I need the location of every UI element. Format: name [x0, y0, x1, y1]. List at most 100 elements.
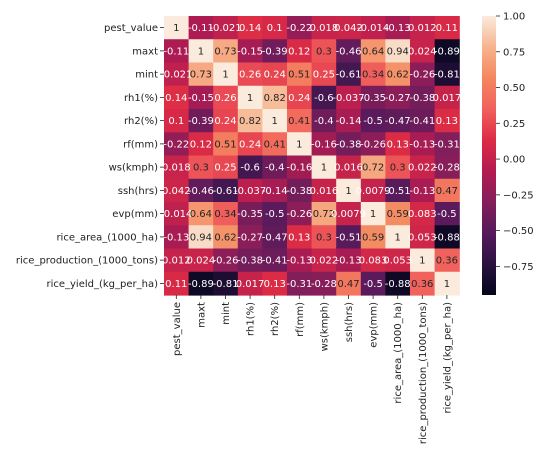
cell-annotation: 1: [370, 209, 376, 220]
cell-annotation: 0.11: [436, 23, 458, 34]
heatmap-cell: [336, 16, 362, 40]
cell-annotation: -0.38: [336, 139, 362, 150]
cell-annotation: -0.28: [434, 163, 460, 174]
heatmap-cell: [188, 155, 214, 180]
heatmap-cell: [311, 16, 337, 40]
cell-annotation: -0.35: [237, 209, 263, 220]
heatmap-cell: [287, 271, 313, 296]
heatmap-cell: [434, 155, 460, 180]
heatmap-cell: [237, 248, 263, 273]
heatmap-cell: [188, 132, 214, 157]
heatmap-cell: [385, 178, 411, 203]
heatmap-cell: [360, 109, 386, 133]
cell-annotation: -0.51: [336, 232, 362, 243]
cell-annotation: 1: [444, 279, 450, 290]
heatmap-cell: [164, 155, 190, 180]
heatmap-cell: [237, 39, 263, 64]
heatmap-cell: [434, 39, 460, 64]
colorbar-tick-label: 0.75: [503, 47, 525, 58]
heatmap-cell: [262, 62, 288, 87]
cell-annotation: -0.38: [409, 93, 435, 104]
colorbar: 1.00 0.75 0.50 0.25 0.00 −0.25 −0.50 −0.75: [482, 12, 534, 295]
cell-annotation: 0.042: [334, 23, 363, 34]
heatmap-cell: [262, 85, 288, 110]
cell-annotation: 1: [198, 46, 204, 57]
cell-annotation: 0.012: [162, 256, 191, 267]
cell-annotation: 0.018: [162, 163, 191, 174]
heatmap-cell: [213, 178, 239, 203]
heatmap-cell: [287, 155, 313, 180]
x-tick-label: rice_production_(1000_tons): [418, 302, 429, 444]
cell-annotation: -0.22: [286, 23, 312, 34]
cell-annotation: 0.0079: [331, 209, 366, 220]
heatmap-cell: [237, 132, 263, 157]
cell-annotation: -0.41: [409, 116, 435, 127]
heatmap-cell: [336, 271, 362, 296]
heatmap-cell: [385, 271, 411, 296]
cell-annotation: 0.14: [239, 23, 261, 34]
heatmap-cell: [237, 225, 263, 250]
heatmap-cell: [385, 155, 411, 180]
cell-annotation: 0.62: [387, 70, 409, 81]
cell-annotation: 1: [247, 93, 253, 104]
cell-annotation: -0.037: [332, 93, 364, 104]
colorbar-tick-label: 0.00: [503, 155, 525, 166]
x-tick-label: rf(mm): [295, 302, 306, 337]
heatmap-cell: [311, 155, 337, 180]
cell-annotation: 0.25: [313, 70, 335, 81]
heatmap-cell: [188, 225, 214, 250]
cell-annotation: 0.0079: [356, 186, 391, 197]
cell-annotation: -0.13: [409, 186, 435, 197]
heatmap-cell: [434, 16, 460, 40]
x-tick-labels: pest_value maxt mint rh1(%) rh2(%) rf(mm) ws(k…: [172, 295, 453, 444]
cell-annotation: 0.24: [288, 93, 310, 104]
cell-annotation: 0.34: [214, 209, 236, 220]
cell-annotation: -0.46: [188, 186, 214, 197]
cell-annotation: -0.27: [385, 93, 411, 104]
cell-annotation: 0.024: [187, 256, 216, 267]
heatmap-cell: [188, 178, 214, 203]
heatmap-cell: [336, 225, 362, 250]
heatmap-cell: [213, 271, 239, 296]
cell-annotation: 1: [345, 186, 351, 197]
heatmap-cell: [188, 248, 214, 273]
cell-annotation: -0.5: [363, 116, 383, 127]
heatmap-cell: [336, 248, 362, 273]
x-tick-label: maxt: [196, 302, 207, 328]
heatmap-cell: [360, 202, 386, 226]
cell-annotation: -0.26: [213, 256, 239, 267]
cell-annotation: 0.73: [190, 70, 212, 81]
cell-annotation: 0.13: [264, 279, 286, 290]
heatmap-cell: [262, 155, 288, 180]
cell-annotation: 0.1: [168, 116, 184, 127]
heatmap-cell: [287, 62, 313, 87]
x-tick-label: rh2(%): [270, 302, 281, 336]
heatmap-cell: [311, 202, 337, 226]
cell-annotation: 0.13: [436, 116, 458, 127]
heatmap-cell: [262, 16, 288, 40]
cell-annotation: 0.36: [436, 256, 458, 267]
cell-annotation: -0.38: [286, 186, 312, 197]
heatmap-cell: [434, 225, 460, 250]
heatmap-cell: [262, 109, 288, 133]
colorbar-gradient: [482, 16, 496, 295]
heatmap-cell: [188, 109, 214, 133]
cell-annotation: 0.016: [310, 186, 339, 197]
y-tick-label: mint: [135, 70, 158, 81]
heatmap-cell: [262, 202, 288, 226]
heatmap-cell: [360, 178, 386, 203]
heatmap-cell: [311, 271, 337, 296]
heatmap-cell: [262, 132, 288, 157]
cell-annotation: 0.36: [411, 279, 433, 290]
cell-annotation: 0.64: [362, 46, 384, 57]
heatmap-cell: [434, 62, 460, 87]
cell-annotation: -0.81: [434, 70, 460, 81]
heatmap-cell: [410, 155, 436, 180]
heatmap-cell: [410, 85, 436, 110]
heatmap-cell: [213, 248, 239, 273]
cell-annotation: -0.26: [360, 139, 386, 150]
cell-annotation: 0.13: [387, 139, 409, 150]
cell-annotation: 0.94: [190, 232, 212, 243]
cell-annotation: 0.34: [362, 70, 384, 81]
cell-annotation: 0.47: [436, 186, 458, 197]
